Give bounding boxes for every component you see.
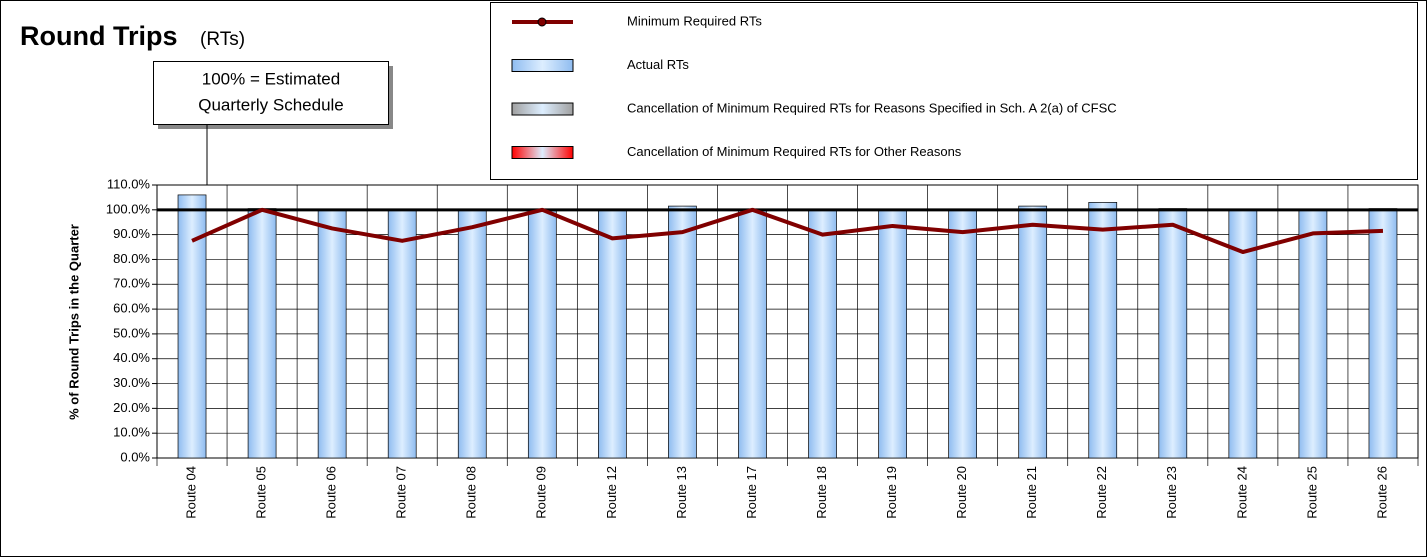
bar (738, 209, 767, 459)
legend-label: Cancellation of Minimum Required RTs for… (627, 100, 1117, 115)
annotation-text: Quarterly Schedule (198, 95, 344, 114)
legend-symbol (511, 59, 574, 72)
y-tick-label: 20.0% (113, 400, 150, 415)
annotation-box (153, 61, 389, 125)
x-tick-label: Route 23 (1164, 466, 1179, 519)
bar (948, 209, 977, 459)
x-tick-label: Route 18 (814, 466, 829, 519)
y-tick-label: 30.0% (113, 375, 150, 390)
legend-symbol (537, 17, 547, 27)
legend-label: Actual RTs (627, 57, 689, 72)
y-tick-label: 80.0% (113, 251, 150, 266)
x-tick-label: Route 12 (604, 466, 619, 519)
line (191, 207, 1384, 255)
bar (668, 205, 697, 459)
x-tick-label: Route 26 (1374, 466, 1389, 519)
bar (317, 209, 347, 459)
y-tick-label: 60.0% (113, 301, 150, 316)
legend-symbol (511, 102, 574, 116)
y-tick-label: 50.0% (113, 325, 150, 340)
x-tick-label: Route 09 (534, 466, 549, 519)
y-tick-label: 10.0% (113, 425, 150, 440)
bar (1018, 205, 1048, 459)
legend-label: Cancellation of Minimum Required RTs for… (627, 144, 962, 159)
x-tick-label: Route 13 (674, 466, 689, 519)
bar (1298, 209, 1328, 459)
x-tick-label: Route 08 (464, 466, 479, 519)
bar (1368, 208, 1398, 459)
x-tick-label: Route 19 (884, 466, 899, 519)
bar (808, 209, 837, 459)
annotation-text: 100% = Estimated (202, 69, 340, 88)
legend-label: Minimum Required RTs (627, 13, 762, 28)
x-tick-label: Route 06 (324, 466, 339, 519)
y-tick-label: 100.0% (106, 201, 151, 216)
y-tick-label: 0.0% (120, 449, 150, 464)
x-tick-label: Route 04 (183, 466, 198, 519)
x-tick-label: Route 24 (1234, 466, 1249, 519)
legend-symbol (511, 146, 574, 159)
bar (387, 209, 417, 459)
x-tick-label: Route 22 (1094, 466, 1109, 519)
y-tick-label: 40.0% (113, 350, 150, 365)
x-tick-label: Route 17 (744, 466, 759, 519)
x-tick-label: Route 25 (1304, 466, 1319, 519)
y-tick-label: 70.0% (113, 276, 150, 291)
bar (1088, 202, 1118, 459)
x-tick-label: Route 20 (954, 466, 969, 519)
y-tick-label: 110.0% (107, 176, 151, 191)
y-tick-label: 90.0% (113, 226, 150, 241)
bar (878, 209, 907, 459)
chart-subtitle: (RTs) (200, 29, 245, 50)
y-axis-label: % of Round Trips in the Quarter (66, 224, 81, 420)
bar (457, 209, 487, 459)
bar (1158, 208, 1188, 459)
bar (598, 209, 627, 459)
chart-title: Round Trips (20, 21, 178, 51)
x-tick-label: Route 07 (394, 466, 409, 519)
x-tick-label: Route 05 (254, 466, 269, 519)
bar (247, 208, 277, 459)
x-tick-label: Route 21 (1024, 466, 1039, 519)
legend (490, 2, 1418, 180)
bar (527, 209, 557, 459)
